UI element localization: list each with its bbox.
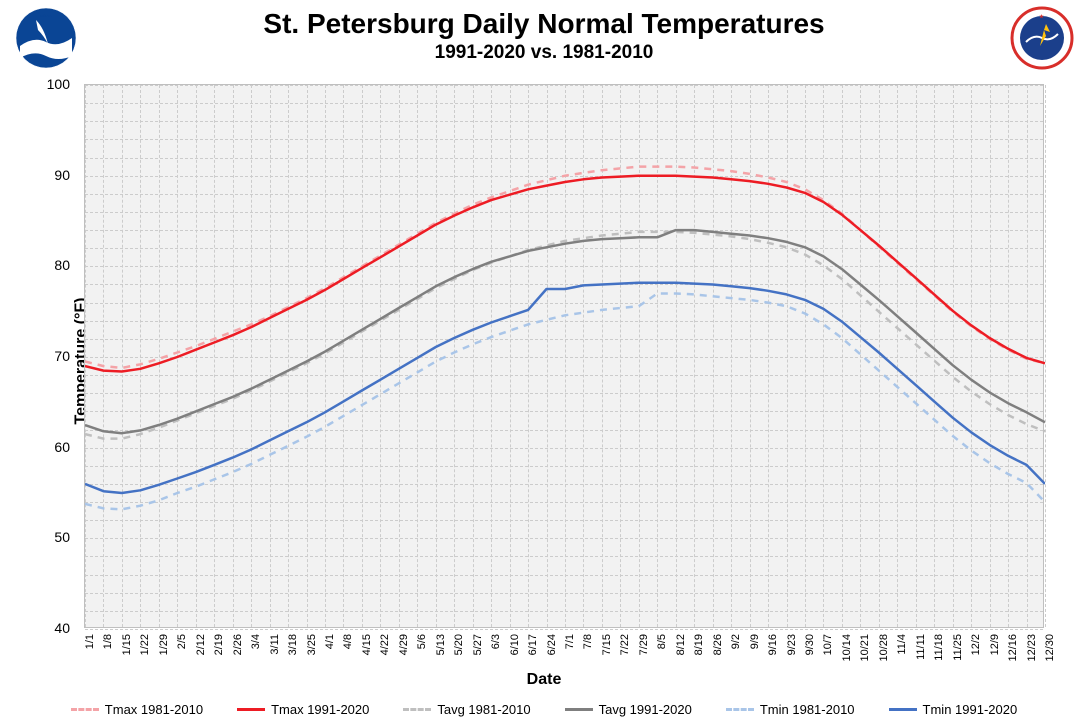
x-tick-label: 4/1	[324, 634, 336, 649]
x-tick-label: 3/18	[287, 634, 299, 655]
x-tick-label: 4/29	[398, 634, 410, 655]
legend-label: Tavg 1991-2020	[599, 702, 692, 717]
legend-swatch	[565, 708, 593, 711]
y-tick-label: 50	[54, 529, 70, 545]
legend: Tmax 1981-2010 Tmax 1991-2020 Tavg 1981-20…	[0, 702, 1088, 717]
legend-item: Tmin 1981-2010	[726, 702, 855, 717]
x-tick-label: 8/19	[693, 634, 705, 655]
x-tick-label: 2/12	[195, 634, 207, 655]
x-tick-label: 3/25	[306, 634, 318, 655]
x-tick-label: 7/22	[619, 634, 631, 655]
x-tick-label: 1/1	[84, 634, 96, 649]
legend-label: Tmax 1981-2010	[105, 702, 203, 717]
x-tick-label: 10/28	[878, 634, 890, 662]
legend-item: Tmax 1981-2010	[71, 702, 203, 717]
x-tick-label: 4/22	[379, 634, 391, 655]
x-tick-label: 11/18	[933, 634, 945, 661]
x-tick-label: 2/19	[213, 634, 225, 655]
series-line	[85, 232, 1045, 439]
x-tick-label: 11/4	[896, 634, 908, 655]
x-tick-label: 1/15	[121, 634, 133, 655]
series-layer	[85, 85, 1045, 629]
x-tick-label: 2/26	[232, 634, 244, 655]
x-tick-label: 10/21	[859, 634, 871, 662]
x-tick-label: 12/30	[1044, 634, 1056, 662]
x-tick-label: 10/7	[822, 634, 834, 655]
x-tick-label: 7/15	[601, 634, 613, 655]
x-tick-label: 5/27	[472, 634, 484, 655]
y-tick-label: 70	[54, 348, 70, 364]
y-tick-label: 60	[54, 439, 70, 455]
x-tick-label: 5/6	[416, 634, 428, 649]
x-tick-label: 1/22	[139, 634, 151, 655]
chart-header: St. Petersburg Daily Normal Temperatures…	[0, 8, 1088, 64]
legend-item: Tmin 1991-2020	[889, 702, 1018, 717]
x-tick-label: 8/26	[712, 634, 724, 655]
legend-label: Tmax 1991-2020	[271, 702, 369, 717]
x-tick-label: 3/11	[269, 634, 281, 655]
x-tick-label: 11/25	[952, 634, 964, 661]
series-line	[85, 176, 1045, 372]
x-tick-label: 6/10	[509, 634, 521, 655]
y-tick-label: 40	[54, 620, 70, 636]
x-tick-label: 9/2	[730, 634, 742, 649]
x-tick-label: 12/9	[989, 634, 1001, 655]
x-tick-label: 7/29	[638, 634, 650, 655]
x-tick-label: 6/17	[527, 634, 539, 655]
x-tick-label: 10/14	[841, 634, 853, 662]
x-tick-label: 7/1	[564, 634, 576, 649]
legend-swatch	[403, 708, 431, 711]
x-tick-label: 4/15	[361, 634, 373, 655]
x-tick-label: 11/11	[915, 634, 927, 660]
x-tick-label: 1/8	[102, 634, 114, 649]
legend-item: Tavg 1981-2010	[403, 702, 530, 717]
legend-swatch	[726, 708, 754, 711]
series-line	[85, 294, 1045, 510]
x-tick-label: 12/2	[970, 634, 982, 655]
x-tick-label: 4/8	[342, 634, 354, 649]
x-tick-label: 3/4	[250, 634, 262, 649]
x-tick-label: 9/9	[749, 634, 761, 649]
x-tick-label: 12/23	[1026, 634, 1038, 662]
series-line	[85, 230, 1045, 433]
chart-subtitle: 1991-2020 vs. 1981-2010	[0, 42, 1088, 64]
x-tick-label: 9/16	[767, 634, 779, 655]
legend-swatch	[71, 708, 99, 711]
chart-title: St. Petersburg Daily Normal Temperatures	[0, 8, 1088, 40]
y-tick-label: 100	[47, 76, 70, 92]
x-axis-label: Date	[0, 671, 1088, 689]
x-tick-label: 8/5	[656, 634, 668, 649]
legend-swatch	[237, 708, 265, 711]
x-tick-label: 1/29	[158, 634, 170, 655]
x-tick-label: 9/23	[786, 634, 798, 655]
x-tick-label: 9/30	[804, 634, 816, 655]
legend-item: Tavg 1991-2020	[565, 702, 692, 717]
legend-label: Tavg 1981-2010	[437, 702, 530, 717]
y-tick-label: 90	[54, 167, 70, 183]
legend-label: Tmin 1981-2010	[760, 702, 855, 717]
plot-area	[84, 84, 1044, 628]
x-tick-label: 6/3	[490, 634, 502, 649]
x-tick-label: 5/20	[453, 634, 465, 655]
legend-item: Tmax 1991-2020	[237, 702, 369, 717]
y-tick-label: 80	[54, 257, 70, 273]
x-tick-label: 8/12	[675, 634, 687, 655]
x-tick-label: 5/13	[435, 634, 447, 655]
x-tick-label: 12/16	[1007, 634, 1019, 662]
x-tick-label: 6/24	[546, 634, 558, 655]
x-tick-label: 2/5	[176, 634, 188, 649]
legend-label: Tmin 1991-2020	[923, 702, 1018, 717]
legend-swatch	[889, 708, 917, 711]
x-tick-label: 7/8	[582, 634, 594, 649]
